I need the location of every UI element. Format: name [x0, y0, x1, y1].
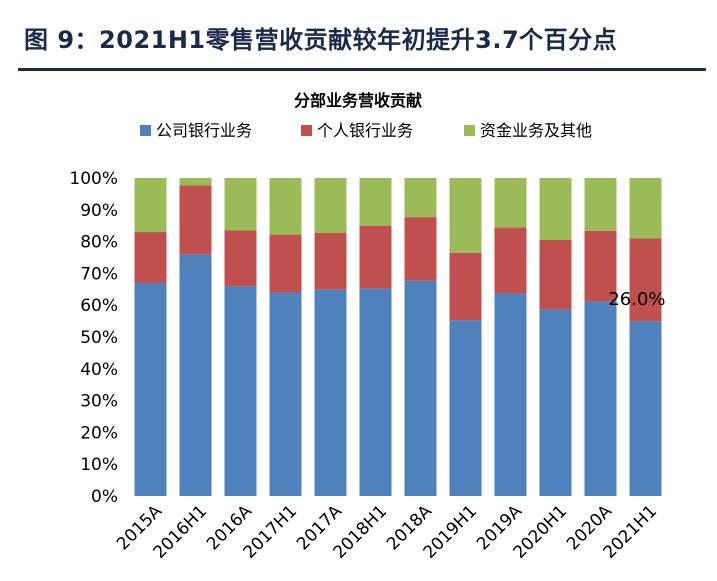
bar-segment [494, 227, 527, 294]
bar-segment [269, 292, 302, 496]
bar-segment [359, 288, 392, 496]
bar-segment [629, 321, 662, 496]
bar-segment [404, 280, 437, 496]
title-rule [18, 68, 706, 71]
bar-segment [494, 178, 527, 228]
bar-segment [314, 233, 347, 290]
bar-segment [314, 178, 347, 234]
bar-segment [134, 282, 167, 496]
y-axis: 0% 10% 20% 30% 40% 50% 60% 70% 80% 90% 100% [69, 169, 118, 507]
legend: 公司银行业务 个人银行业务 资金业务及其他 [140, 121, 592, 140]
bars [134, 178, 662, 496]
y-tick-label: 0% [91, 487, 118, 507]
bar-segment [269, 178, 302, 235]
bar-segment [629, 238, 662, 322]
bar-segment [224, 230, 257, 287]
bar-segment [539, 178, 572, 241]
bar-segment [224, 178, 257, 231]
bar-segment [629, 178, 662, 239]
bar-segment [584, 178, 617, 231]
legend-label: 个人银行业务 [317, 121, 413, 140]
legend-swatch [301, 125, 312, 136]
legend-swatch [140, 125, 151, 136]
bar-segment [539, 309, 572, 496]
y-tick-label: 10% [80, 455, 118, 475]
y-tick-label: 30% [80, 392, 118, 412]
annotations: 26.0% [608, 289, 665, 310]
bar-segment [404, 178, 437, 218]
y-tick-label: 20% [80, 423, 118, 443]
y-tick-label: 50% [80, 328, 118, 348]
y-tick-label: 70% [80, 264, 118, 284]
bar-segment [314, 289, 347, 496]
y-tick-label: 60% [80, 296, 118, 316]
annotation-label: 26.0% [608, 289, 665, 310]
bar-segment [134, 178, 167, 233]
bar-segment [449, 320, 482, 496]
bar-segment [404, 217, 437, 281]
bar-segment [179, 178, 212, 186]
bar-segment [179, 185, 212, 255]
bar-segment [224, 286, 257, 496]
bar-segment [359, 178, 392, 226]
bar-segment [584, 230, 617, 302]
bar-segment [494, 293, 527, 496]
legend-label: 公司银行业务 [156, 121, 252, 140]
bar-segment [539, 240, 572, 310]
legend-label: 资金业务及其他 [480, 121, 592, 140]
y-tick-label: 100% [69, 169, 118, 189]
chart-title: 分部业务营收贡献 [294, 91, 422, 110]
bar-segment [179, 254, 212, 496]
figure-title: 图 9：2021H1零售营收贡献较年初提升3.7个百分点 [24, 26, 618, 54]
bar-segment [359, 225, 392, 289]
y-tick-label: 80% [80, 233, 118, 253]
bar-segment [134, 232, 167, 283]
y-tick-label: 90% [80, 201, 118, 221]
bar-segment [449, 178, 482, 253]
y-tick-label: 40% [80, 360, 118, 380]
x-axis: 2015A2016H12016A2017H12017A2018H12018A20… [113, 501, 661, 563]
legend-swatch [464, 125, 475, 136]
bar-segment [584, 301, 617, 496]
bar-segment [449, 252, 482, 321]
bar-segment [269, 234, 302, 293]
